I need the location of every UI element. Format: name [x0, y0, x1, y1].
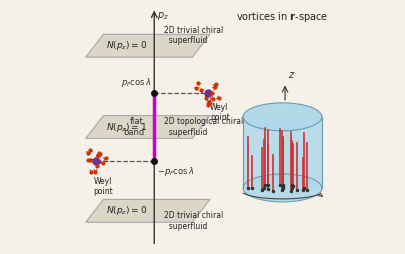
Polygon shape [86, 116, 210, 138]
Text: 2D trivial chiral
  superfluid: 2D trivial chiral superfluid [164, 211, 224, 231]
Polygon shape [243, 117, 322, 188]
Text: flat
band: flat band [123, 117, 144, 137]
Text: $p_F\cos\lambda$: $p_F\cos\lambda$ [121, 76, 152, 89]
Text: vortices in $\mathbf{r}$-space: vortices in $\mathbf{r}$-space [237, 10, 328, 24]
Text: Weyl
point: Weyl point [210, 103, 230, 122]
Text: $p_z$: $p_z$ [157, 10, 168, 22]
Text: $N(p_z) = 0$: $N(p_z) = 0$ [106, 204, 147, 217]
Ellipse shape [243, 103, 322, 131]
Polygon shape [86, 34, 210, 57]
Text: $-p_F\cos\lambda$: $-p_F\cos\lambda$ [157, 165, 194, 178]
Text: 2D trivial chiral
  superfluid: 2D trivial chiral superfluid [164, 26, 224, 45]
Text: $N(p_z) = 0$: $N(p_z) = 0$ [106, 39, 147, 52]
Text: Weyl
point: Weyl point [93, 177, 113, 196]
Polygon shape [86, 199, 210, 222]
Ellipse shape [243, 174, 322, 202]
Text: 2D topological chiral
  superfluid: 2D topological chiral superfluid [164, 117, 244, 137]
Text: $N(p_z) = 1$: $N(p_z) = 1$ [106, 120, 147, 134]
Text: $z$: $z$ [288, 70, 295, 80]
